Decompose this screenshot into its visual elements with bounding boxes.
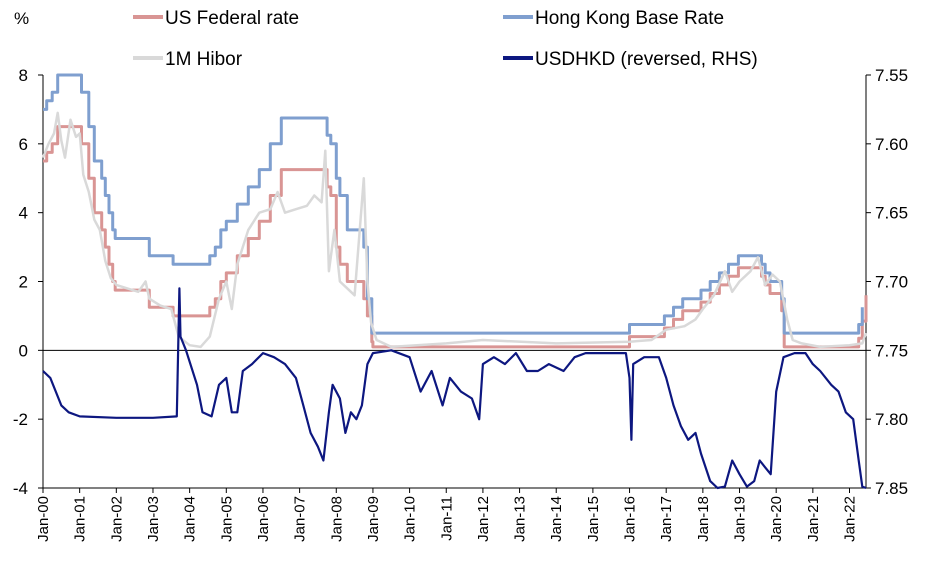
x-tick-label: Jan-02 (108, 496, 125, 542)
series-layer (41, 73, 868, 490)
left-tick-label: 8 (19, 66, 28, 85)
x-tick-label: Jan-07 (292, 496, 309, 542)
right-tick-label: 7.65 (875, 204, 908, 223)
x-tick-label: Jan-10 (402, 496, 419, 542)
x-tick-label: Jan-01 (72, 496, 89, 542)
x-tick-label: Jan-03 (145, 496, 162, 542)
x-tick-label: Jan-22 (842, 496, 859, 542)
x-tick-label: Jan-17 (658, 496, 675, 542)
right-tick-label: 7.70 (875, 273, 908, 292)
x-tick-label: Jan-19 (732, 496, 749, 542)
right-tick-label: 7.80 (875, 410, 908, 429)
legend: US Federal rate Hong Kong Base Rate 1M Hib… (133, 8, 758, 70)
x-tick-label: Jan-05 (218, 496, 235, 542)
axes: 8 6 4 2 0 -2 -4 7.55 7.60 7.65 7.70 7.75 7.80 7.85 Jan… (13, 66, 908, 542)
series-line-usdhkd-reversed-rhs (42, 287, 867, 490)
x-tick-label: Jan-00 (35, 496, 52, 542)
series-line-hong-kong-base-rate (43, 73, 864, 335)
series-line-us-federal-rate (43, 125, 868, 349)
left-tick-label: 2 (19, 273, 28, 292)
right-tick-label: 7.75 (875, 341, 908, 360)
x-tick-label: Jan-13 (512, 496, 529, 542)
left-tick-label: 6 (19, 135, 28, 154)
x-tick-label: Jan-21 (805, 496, 822, 542)
legend-label-usdhkd-reversed-rhs: USDHKD (reversed, RHS) (535, 49, 758, 70)
left-tick-label: -4 (13, 479, 28, 498)
left-tick-label: 0 (19, 341, 28, 360)
legend-label-1m-hibor: 1M Hibor (165, 49, 243, 70)
x-tick-label: Jan-11 (438, 496, 455, 541)
x-tick-label: Jan-14 (548, 496, 565, 542)
left-axis-unit: % (14, 9, 29, 28)
x-tick-label: Jan-16 (622, 496, 639, 542)
right-tick-label: 7.85 (875, 479, 908, 498)
left-tick-label: -2 (13, 410, 28, 429)
x-tick-label: Jan-09 (365, 496, 382, 542)
series-line-1m-hibor (41, 111, 868, 349)
x-tick-label: Jan-12 (475, 496, 492, 542)
x-tick-label: Jan-18 (695, 496, 712, 542)
legend-label-hong-kong-base-rate: Hong Kong Base Rate (535, 8, 724, 29)
x-tick-label: Jan-04 (182, 496, 199, 542)
legend-label-us-federal-rate: US Federal rate (165, 8, 299, 29)
x-tick-label: Jan-08 (328, 496, 345, 542)
x-tick-label: Jan-15 (585, 496, 602, 542)
left-tick-label: 4 (19, 204, 28, 223)
right-tick-label: 7.60 (875, 135, 908, 154)
right-tick-label: 7.55 (875, 66, 908, 85)
x-tick-label: Jan-20 (768, 496, 785, 542)
x-tick-label: Jan-06 (255, 496, 272, 542)
